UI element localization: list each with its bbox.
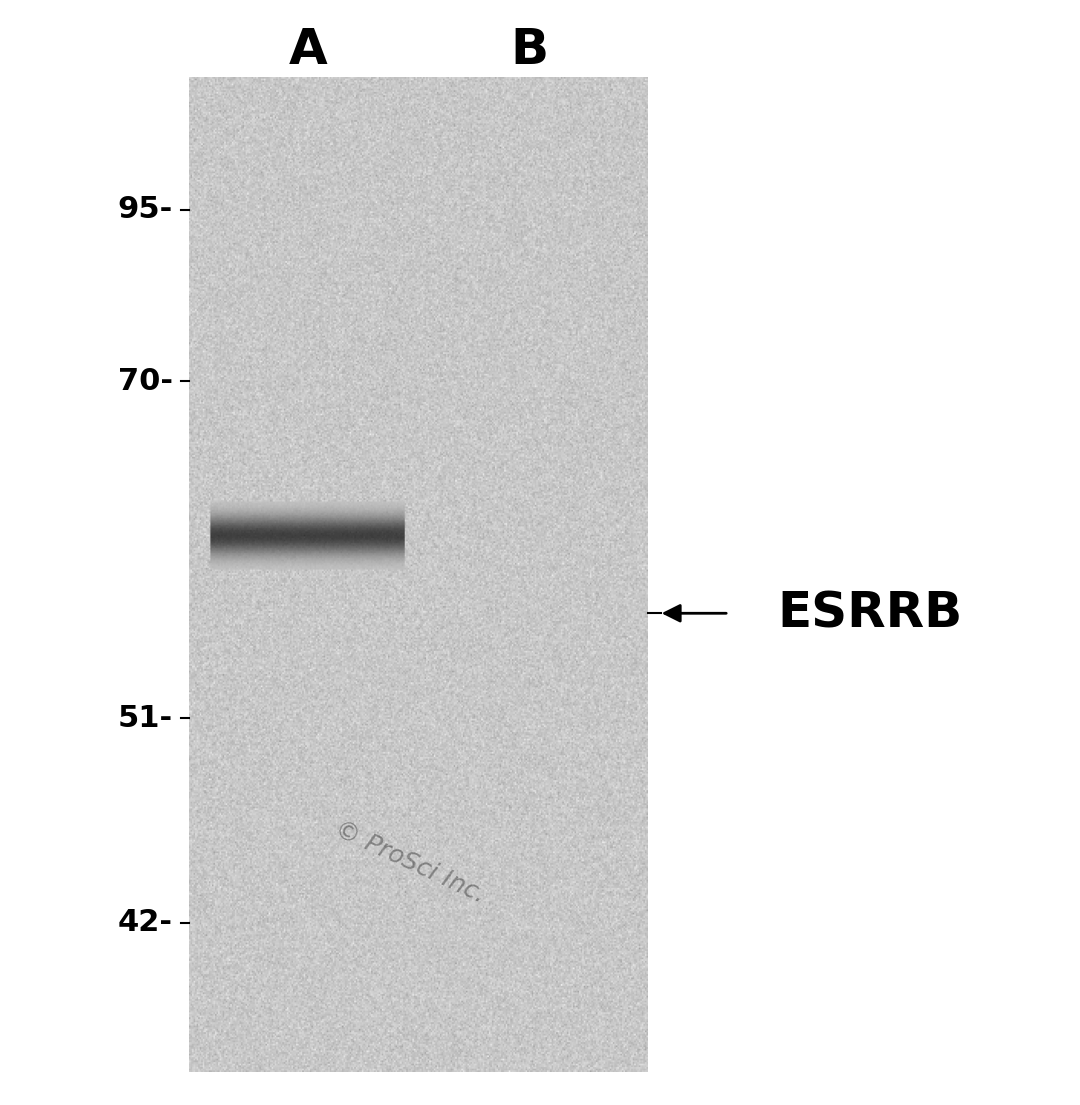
Text: 95-: 95- <box>118 196 173 224</box>
Text: ESRRB: ESRRB <box>778 589 963 638</box>
Text: 51-: 51- <box>118 704 173 733</box>
Text: B: B <box>510 25 549 74</box>
Text: A: A <box>288 25 327 74</box>
Text: 42-: 42- <box>118 908 173 937</box>
Text: © ProSci Inc.: © ProSci Inc. <box>332 817 489 907</box>
Text: 70-: 70- <box>118 367 173 396</box>
